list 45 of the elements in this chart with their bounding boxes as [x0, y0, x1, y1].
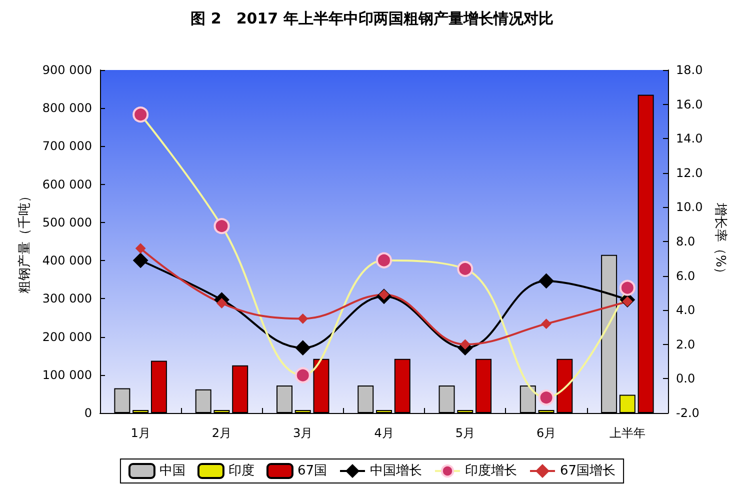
- legend-label: 67国增长: [560, 464, 616, 478]
- y2-tick-label: 8.0: [676, 234, 696, 248]
- y2-tick-label: 12.0: [676, 166, 703, 180]
- y2-axis-title: 增长率（%）: [712, 202, 729, 280]
- y2-tick-label: 18.0: [676, 63, 703, 77]
- y-tick-label: 900 000: [42, 63, 92, 77]
- legend-label: 中国增长: [370, 464, 422, 478]
- point: [216, 298, 227, 308]
- y2-tick-label: 14.0: [676, 132, 703, 146]
- y-tick-label: 400 000: [42, 254, 92, 268]
- point: [541, 318, 552, 329]
- x-tick-label: 2月: [212, 426, 232, 440]
- y-tick-label: 200 000: [42, 330, 92, 344]
- y-tick-label: 100 000: [42, 368, 92, 382]
- point: [298, 314, 308, 324]
- point: [133, 252, 148, 268]
- y2-tick-label: 0.0: [676, 372, 696, 386]
- y2-tick-label: 10.0: [676, 200, 703, 214]
- x-tick-label: 3月: [293, 426, 313, 440]
- x-tick-label: 上半年: [609, 426, 646, 440]
- x-tick-label: 4月: [374, 426, 394, 440]
- legend-label: 67国: [297, 464, 328, 478]
- chart-title: 图 2 2017 年上半年中印两国粗钢产量增长情况对比: [190, 10, 554, 28]
- y2-tick-label: 2.0: [676, 337, 696, 352]
- y-tick-label: 300 000: [42, 292, 92, 306]
- y-tick-label: 500 000: [42, 215, 92, 230]
- y-tick-label: 800 000: [42, 101, 92, 116]
- y-tick-label: 600 000: [42, 177, 92, 192]
- legend-label: 中国: [159, 464, 186, 478]
- y-axis-title: 粗钢产量（千吨）: [17, 190, 32, 294]
- y2-tick-label: 4.0: [676, 303, 696, 318]
- y2-tick-label: 16.0: [676, 97, 703, 112]
- point: [538, 273, 554, 288]
- x-tick-label: 6月: [536, 426, 556, 440]
- point: [460, 339, 470, 350]
- y-tick-label: 0: [84, 406, 92, 420]
- point: [295, 340, 310, 356]
- legend-label: 印度增长: [465, 462, 517, 478]
- x-tick-label: 1月: [130, 426, 150, 440]
- point: [136, 243, 146, 254]
- y2-tick-label: -2.0: [676, 406, 700, 420]
- legend-label: 印度: [228, 462, 254, 478]
- y2-tick-label: 6.0: [676, 268, 696, 283]
- y-tick-label: 700 000: [42, 139, 92, 154]
- x-tick-label: 5月: [455, 426, 475, 440]
